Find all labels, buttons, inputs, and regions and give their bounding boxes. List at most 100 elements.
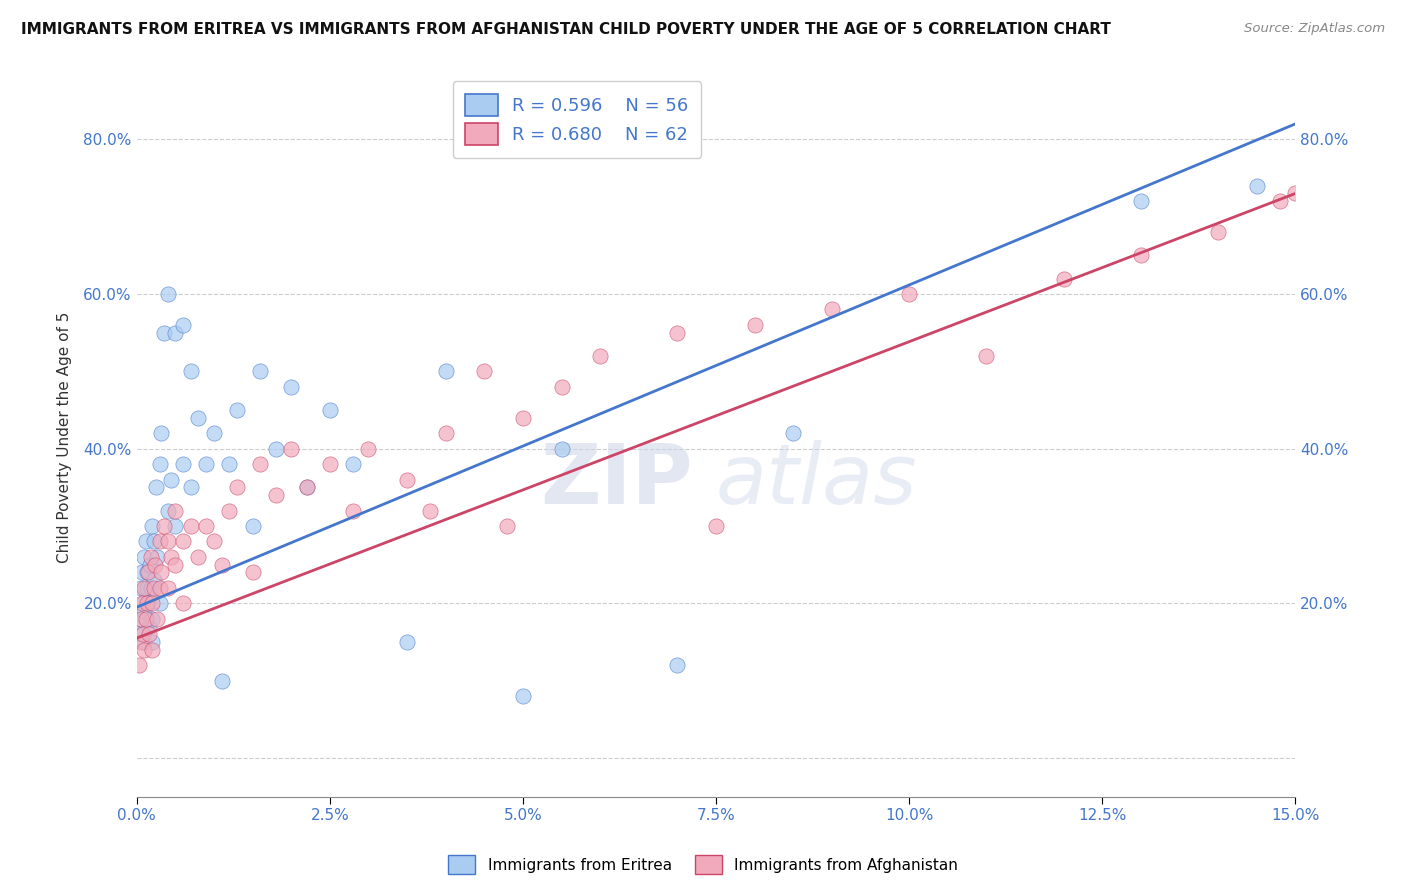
Point <box>396 635 419 649</box>
Point <box>195 457 218 471</box>
Point <box>264 488 287 502</box>
Point <box>165 503 187 517</box>
Point <box>249 364 271 378</box>
Point <box>180 480 202 494</box>
Point <box>136 566 159 580</box>
Point <box>264 442 287 456</box>
Point <box>152 326 174 340</box>
Point <box>512 689 534 703</box>
Point <box>434 426 457 441</box>
Point <box>898 287 921 301</box>
Point <box>550 380 572 394</box>
Point <box>211 673 233 688</box>
Point <box>342 503 364 517</box>
Point <box>145 480 167 494</box>
Point <box>134 581 156 595</box>
Point <box>172 318 194 332</box>
Point <box>821 302 844 317</box>
Point <box>295 480 318 494</box>
Point <box>150 426 173 441</box>
Point <box>156 534 179 549</box>
Point <box>295 480 318 494</box>
Point <box>512 410 534 425</box>
Point <box>172 457 194 471</box>
Point <box>226 403 249 417</box>
Point <box>129 627 152 641</box>
Point <box>145 549 167 564</box>
Point <box>156 287 179 301</box>
Point <box>744 318 766 332</box>
Point <box>280 380 302 394</box>
Point <box>139 581 162 595</box>
Point <box>172 596 194 610</box>
Point <box>472 364 495 378</box>
Point <box>1246 178 1268 193</box>
Point <box>138 619 160 633</box>
Point <box>396 473 419 487</box>
Point <box>319 403 342 417</box>
Point <box>195 519 218 533</box>
Point <box>187 410 209 425</box>
Point <box>135 534 157 549</box>
Point <box>132 596 155 610</box>
Point <box>202 426 225 441</box>
Point <box>589 349 612 363</box>
Point <box>249 457 271 471</box>
Point <box>1268 194 1291 209</box>
Point <box>149 534 172 549</box>
Point <box>180 364 202 378</box>
Point <box>242 519 264 533</box>
Point <box>218 457 240 471</box>
Point <box>129 612 152 626</box>
Point <box>149 457 172 471</box>
Point <box>134 549 156 564</box>
Point <box>149 596 172 610</box>
Point <box>226 480 249 494</box>
Point <box>666 326 689 340</box>
Point <box>782 426 804 441</box>
Point <box>976 349 998 363</box>
Point <box>1129 248 1152 262</box>
Point <box>134 604 156 618</box>
Point <box>172 534 194 549</box>
Point <box>180 519 202 533</box>
Point <box>165 326 187 340</box>
Text: atlas: atlas <box>716 440 918 521</box>
Point <box>156 581 179 595</box>
Point <box>211 558 233 572</box>
Y-axis label: Child Poverty Under the Age of 5: Child Poverty Under the Age of 5 <box>58 311 72 563</box>
Point <box>141 635 163 649</box>
Point <box>131 566 153 580</box>
Point <box>141 642 163 657</box>
Point <box>136 596 159 610</box>
Point <box>218 503 240 517</box>
Point <box>134 642 156 657</box>
Point <box>141 596 163 610</box>
Point <box>142 581 165 595</box>
Point <box>160 473 183 487</box>
Point <box>150 566 173 580</box>
Point <box>132 627 155 641</box>
Point <box>139 549 162 564</box>
Text: Source: ZipAtlas.com: Source: ZipAtlas.com <box>1244 22 1385 36</box>
Point <box>550 442 572 456</box>
Point <box>160 549 183 564</box>
Point <box>319 457 342 471</box>
Point <box>128 612 150 626</box>
Point <box>704 519 727 533</box>
Point <box>496 519 519 533</box>
Legend: Immigrants from Eritrea, Immigrants from Afghanistan: Immigrants from Eritrea, Immigrants from… <box>441 849 965 880</box>
Point <box>139 558 162 572</box>
Text: ZIP: ZIP <box>540 440 693 521</box>
Point <box>143 573 166 587</box>
Point <box>136 566 159 580</box>
Point <box>129 635 152 649</box>
Point <box>666 658 689 673</box>
Point <box>357 442 380 456</box>
Text: IMMIGRANTS FROM ERITREA VS IMMIGRANTS FROM AFGHANISTAN CHILD POVERTY UNDER THE A: IMMIGRANTS FROM ERITREA VS IMMIGRANTS FR… <box>21 22 1111 37</box>
Point <box>135 612 157 626</box>
Point <box>1053 271 1076 285</box>
Point <box>141 519 163 533</box>
Point <box>149 581 172 595</box>
Point <box>143 558 166 572</box>
